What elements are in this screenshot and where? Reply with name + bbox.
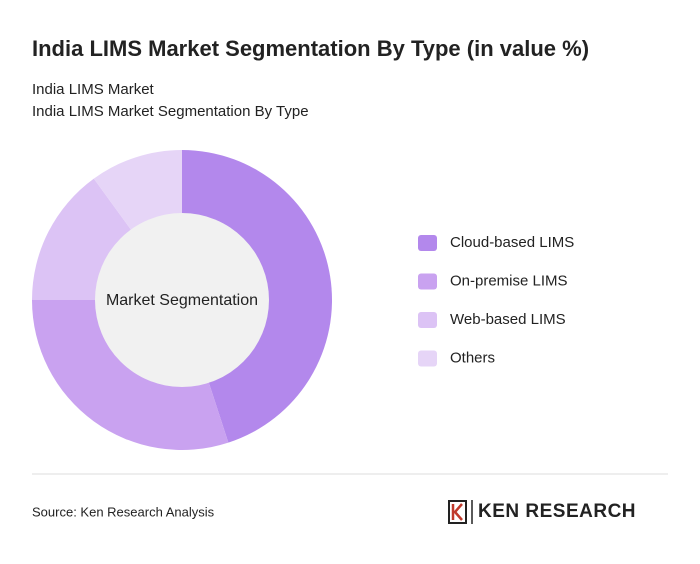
source: Source: Ken Research Analysis xyxy=(32,504,215,519)
subtitle: India LIMS Market Segmentation By Type xyxy=(32,103,309,120)
legend-label: On-premise LIMS xyxy=(450,272,568,289)
legend-label: Web-based LIMS xyxy=(450,311,566,328)
legend-swatch xyxy=(418,312,437,328)
legend-label: Others xyxy=(450,349,495,366)
donut-center xyxy=(95,213,269,387)
logo-icon xyxy=(448,500,473,524)
center-label: Market Segmentation xyxy=(106,292,258,309)
chart-title: India LIMS Market Segmentation By Type (… xyxy=(32,36,589,61)
legend-label: Cloud-based LIMS xyxy=(450,234,574,251)
legend-swatch xyxy=(418,273,437,290)
legend-swatch xyxy=(418,235,437,251)
subtitle: India LIMS Market xyxy=(32,81,155,98)
legend-swatch xyxy=(418,350,437,367)
logo-text: KEN RESEARCH xyxy=(478,501,636,522)
